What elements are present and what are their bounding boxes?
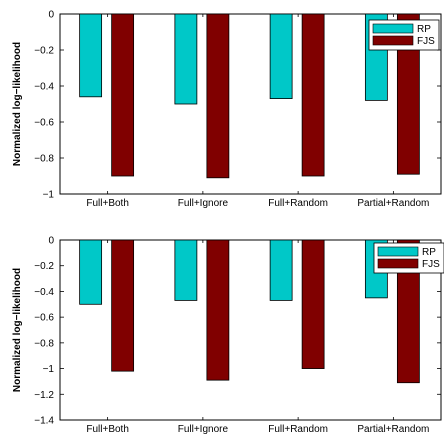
y-tick-label: 0 — [48, 10, 54, 21]
bar-fjs-2 — [301, 13, 325, 177]
bar-rp-1 — [174, 13, 198, 105]
bar-fjs-0 — [111, 13, 135, 177]
legend-swatch-rp — [372, 23, 414, 34]
bar-rp-0 — [79, 239, 103, 305]
y-tick-label: −0.6 — [34, 313, 54, 324]
legend-label-rp: RP — [417, 24, 431, 35]
y-tick-label: −0.2 — [34, 261, 54, 272]
x-tick-label: Partial+Random — [357, 198, 429, 209]
y-axis-label: Normalized log−likelihood — [12, 268, 23, 392]
y-tick-label: −0.6 — [34, 118, 54, 129]
x-tick-label: Full+Both — [86, 424, 129, 435]
y-tick-label: −1 — [43, 190, 55, 201]
y-tick-label: −0.4 — [34, 287, 54, 298]
y-tick-label: −0.8 — [34, 338, 54, 349]
x-tick-label: Partial+Random — [357, 424, 429, 435]
bar-fjs-1 — [206, 239, 230, 381]
legend-label-fjs: FJS — [422, 259, 440, 270]
y-axis-label: Normalized log−likelihood — [12, 42, 23, 166]
bar-fjs-3 — [396, 239, 420, 384]
y-tick-label: 0 — [48, 236, 54, 247]
legend-swatch-fjs — [372, 35, 414, 46]
y-tick-label: −0.2 — [34, 46, 54, 57]
bar-fjs-2 — [301, 239, 325, 369]
chart-top: Full+Both Full+Ignore Full+Random Partial+R… — [12, 10, 442, 209]
bar-rp-1 — [174, 239, 198, 301]
x-tick-label: Full+Random — [268, 198, 328, 209]
bar-rp-0 — [79, 13, 103, 98]
y-tick-label: −1 — [43, 364, 55, 375]
y-tick-label: −1.4 — [34, 416, 54, 427]
bar-rp-2 — [269, 13, 293, 99]
legend-swatch-fjs — [377, 258, 419, 269]
y-tick-label: −1.2 — [34, 390, 54, 401]
y-tick-label: −0.4 — [34, 82, 54, 93]
x-tick-label: Full+Ignore — [178, 198, 229, 209]
legend-label-fjs: FJS — [417, 36, 435, 47]
bar-fjs-0 — [111, 239, 135, 372]
legend-label-rp: RP — [422, 247, 436, 258]
bar-fjs-1 — [206, 13, 230, 179]
legend-swatch-rp — [377, 246, 419, 257]
y-tick-label: −0.8 — [34, 154, 54, 165]
x-tick-label: Full+Ignore — [178, 424, 229, 435]
bar-rp-2 — [269, 239, 293, 301]
x-tick-label: Full+Random — [268, 424, 328, 435]
x-tick-label: Full+Both — [86, 198, 129, 209]
bar-fjs-3 — [396, 13, 420, 175]
chart-bottom: Full+Both Full+Ignore Full+Random Partial+R… — [12, 236, 444, 435]
